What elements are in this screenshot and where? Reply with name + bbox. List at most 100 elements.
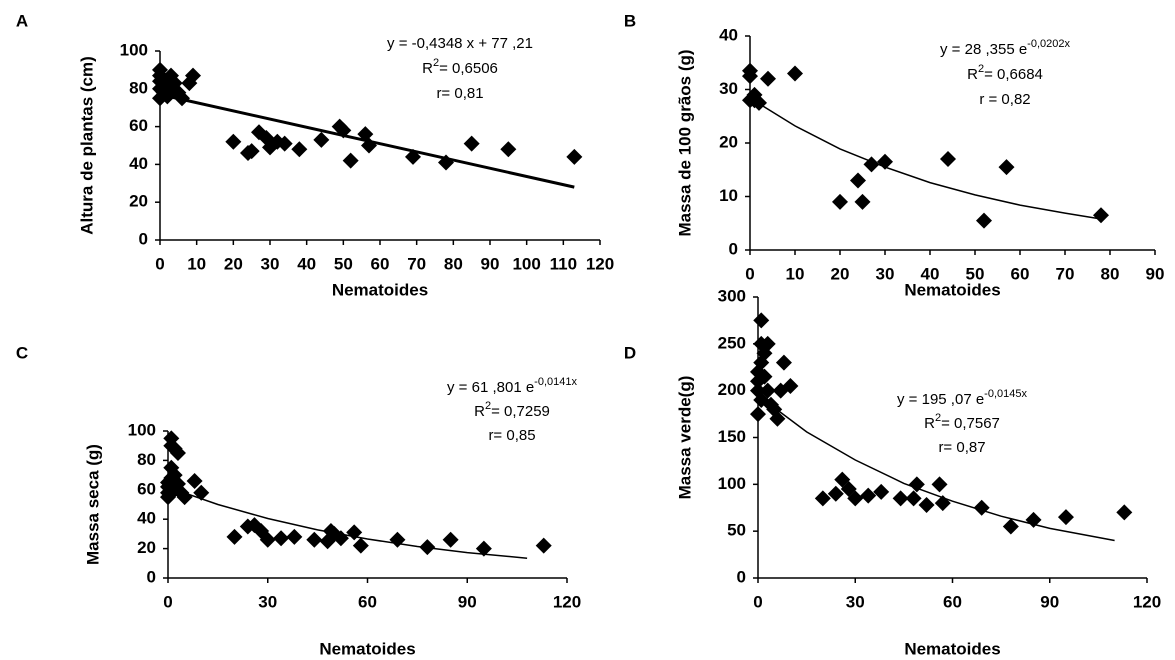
- data-point: [769, 410, 786, 427]
- y-tick-label: 20: [129, 192, 148, 211]
- x-tick-label: 20: [224, 254, 243, 273]
- data-point: [847, 490, 864, 507]
- annotation-equation: y = -0,4348 x + 77 ,21: [387, 35, 533, 52]
- data-point: [976, 212, 992, 229]
- annotation-text: = 0,7567: [941, 415, 1000, 432]
- annotation-r2: R2= 0,6684: [967, 63, 1043, 83]
- annotation-exponent: -0,0202x: [1027, 38, 1070, 50]
- annotation-text: r= 0,85: [488, 427, 535, 444]
- x-tick-label: 60: [371, 254, 390, 273]
- x-tick-label: 60: [1011, 264, 1030, 283]
- data-point: [873, 483, 890, 500]
- annotation-text: = 0,6684: [984, 66, 1043, 83]
- data-point: [877, 153, 893, 170]
- data-point: [442, 531, 459, 548]
- data-point: [814, 490, 831, 507]
- y-tick-label: 100: [128, 420, 156, 439]
- annotation-text: R: [924, 415, 935, 432]
- y-tick-label: 100: [718, 474, 746, 493]
- x-tick-label: 30: [876, 264, 895, 283]
- data-point: [405, 148, 421, 165]
- x-tick-label: 120: [1133, 592, 1161, 611]
- annotation-r: r= 0,87: [938, 439, 985, 456]
- data-point: [176, 489, 193, 506]
- data-point: [860, 487, 877, 504]
- data-point: [854, 193, 871, 210]
- x-tick-label: 60: [358, 592, 377, 611]
- data-point: [243, 143, 260, 160]
- panel-label: B: [624, 11, 636, 30]
- data-point: [892, 490, 909, 507]
- data-point: [1057, 509, 1074, 526]
- annotation-text: y = 28 ,355 e: [940, 41, 1027, 58]
- data-point: [751, 94, 767, 111]
- x-tick-label: 80: [1101, 264, 1120, 283]
- data-point: [169, 445, 186, 462]
- annotation-text: y = 61 ,801 e: [447, 379, 534, 396]
- y-axis-label: Altura de plantas (cm): [77, 56, 96, 235]
- annotation-text: y = -0,4348 x + 77 ,21: [387, 35, 533, 52]
- data-point: [291, 141, 308, 158]
- x-tick-label: 30: [261, 254, 280, 273]
- x-tick-label: 0: [753, 592, 762, 611]
- data-point: [760, 70, 776, 87]
- data-point: [931, 476, 948, 493]
- data-point: [306, 531, 323, 548]
- panel-label: C: [16, 343, 28, 362]
- annotation-text: R: [422, 60, 433, 77]
- x-tick-label: 90: [1040, 592, 1059, 611]
- data-point: [905, 490, 922, 507]
- x-tick-label: 90: [481, 254, 500, 273]
- x-tick-label: 10: [786, 264, 805, 283]
- data-point: [753, 312, 770, 329]
- y-tick-label: 20: [719, 132, 738, 151]
- data-point: [475, 540, 492, 557]
- x-axis-label: Nematoides: [904, 280, 1000, 299]
- data-point: [827, 485, 844, 502]
- y-tick-label: 40: [719, 25, 738, 44]
- x-tick-label: 0: [155, 254, 164, 273]
- data-point: [286, 528, 303, 545]
- x-tick-label: 110: [550, 254, 577, 273]
- y-axis-label: Massa verde(g): [675, 376, 694, 500]
- data-point: [342, 152, 359, 169]
- x-tick-label: 50: [334, 254, 353, 273]
- x-tick-label: 30: [258, 592, 277, 611]
- x-tick-label: 60: [943, 592, 962, 611]
- data-point: [259, 531, 276, 548]
- data-point: [463, 135, 480, 152]
- x-tick-label: 90: [1146, 264, 1165, 283]
- data-point: [759, 382, 776, 399]
- y-tick-label: 40: [137, 509, 156, 528]
- data-point: [335, 122, 352, 139]
- x-axis-label: Nematoides: [332, 280, 428, 299]
- x-tick-label: 40: [297, 254, 316, 273]
- y-tick-label: 0: [737, 567, 746, 586]
- annotation-exponent: 2: [935, 412, 941, 424]
- x-tick-label: 120: [553, 592, 581, 611]
- data-point: [332, 530, 349, 547]
- annotation-r2: R2= 0,6506: [422, 57, 498, 77]
- annotation-r2: R2= 0,7259: [474, 400, 550, 420]
- data-point: [419, 539, 436, 556]
- x-tick-label: 120: [586, 254, 614, 273]
- data-point: [998, 159, 1015, 176]
- y-tick-label: 10: [719, 186, 738, 205]
- data-point: [750, 406, 766, 423]
- data-point: [973, 499, 990, 516]
- annotation-text: R: [967, 66, 978, 83]
- data-point: [863, 156, 880, 173]
- x-tick-label: 100: [512, 254, 540, 273]
- annotation-text: = 0,6506: [439, 60, 498, 77]
- trend-line: [757, 394, 1115, 542]
- annotation-r: r = 0,82: [979, 91, 1030, 108]
- annotation-r2: R2= 0,7567: [924, 412, 1000, 432]
- y-axis-label: Massa seca (g): [83, 444, 102, 565]
- y-tick-label: 40: [129, 154, 148, 173]
- annotation-exponent: -0,0141x: [534, 376, 577, 388]
- data-point: [782, 377, 799, 394]
- y-tick-label: 0: [729, 239, 738, 258]
- x-tick-label: 40: [921, 264, 940, 283]
- x-tick-label: 30: [846, 592, 865, 611]
